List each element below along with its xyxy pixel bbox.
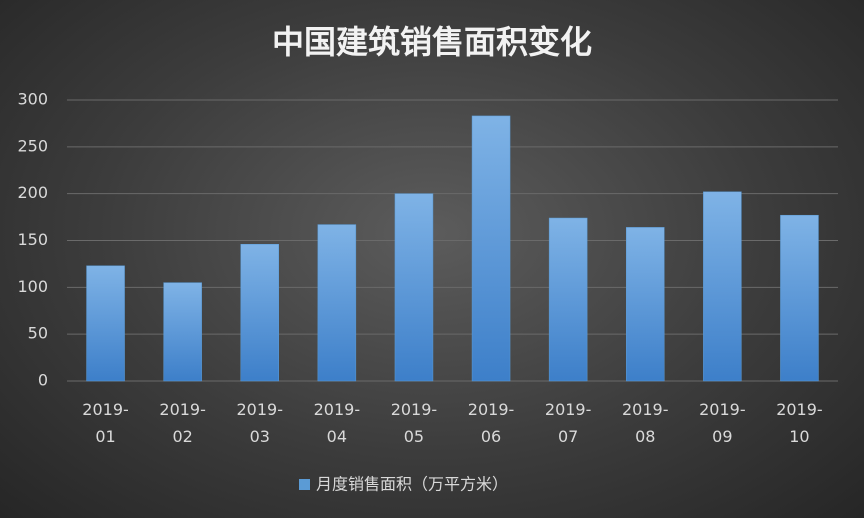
x-tick-label: 2019-02 bbox=[159, 400, 206, 446]
x-tick-label: 2019-01 bbox=[82, 400, 129, 446]
x-tick-label: 2019-04 bbox=[313, 400, 361, 446]
x-tick-label: 2019-10 bbox=[776, 400, 823, 446]
x-tick-label: 2019-09 bbox=[699, 400, 746, 446]
legend-swatch bbox=[299, 479, 310, 490]
y-tick-label: 100 bbox=[17, 277, 48, 296]
x-tick-label: 2019-06 bbox=[467, 400, 515, 446]
y-tick-label: 50 bbox=[28, 324, 48, 343]
bar bbox=[626, 227, 665, 382]
x-tick-label: 2019-08 bbox=[622, 400, 669, 446]
bar bbox=[163, 282, 202, 382]
chart-title: 中国建筑销售面积变化 bbox=[272, 23, 592, 61]
bar bbox=[240, 243, 279, 382]
bar bbox=[548, 217, 588, 382]
bar bbox=[780, 214, 819, 382]
x-tick-label: 2019-07 bbox=[544, 400, 592, 446]
y-tick-label: 250 bbox=[17, 136, 48, 155]
bar bbox=[86, 265, 125, 382]
y-tick-label: 0 bbox=[38, 371, 48, 390]
y-tick-label: 300 bbox=[17, 90, 48, 109]
bar bbox=[471, 115, 511, 382]
x-tick-label: 2019-05 bbox=[390, 400, 438, 446]
y-tick-label: 200 bbox=[17, 183, 48, 202]
y-tick-label: 150 bbox=[17, 230, 48, 249]
bar bbox=[317, 224, 357, 382]
bar bbox=[703, 191, 742, 382]
x-tick-label: 2019-03 bbox=[236, 400, 284, 446]
legend-label: 月度销售面积（万平方米） bbox=[316, 475, 508, 494]
bar bbox=[394, 193, 434, 382]
